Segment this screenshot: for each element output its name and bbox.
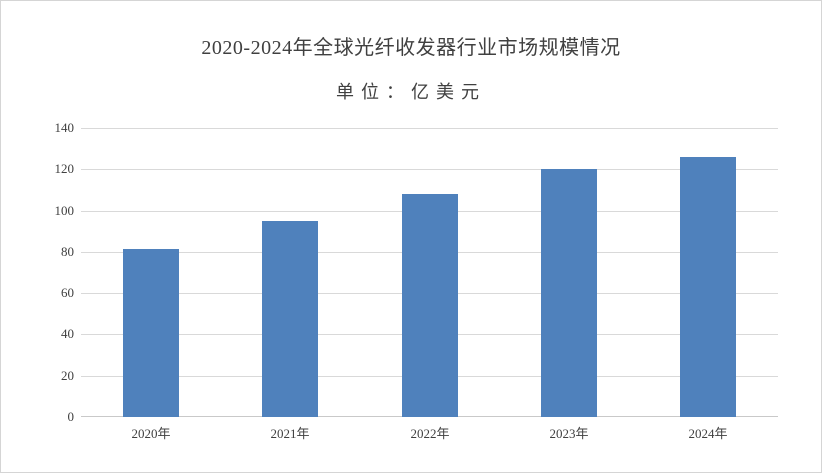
x-tick-label-2023年: 2023年 (549, 426, 589, 441)
bar-2020年 (123, 249, 179, 417)
x-tick-label-2020年: 2020年 (131, 426, 171, 441)
y-tick-label-60: 60 (61, 285, 74, 300)
y-tick-label-120: 120 (54, 161, 75, 176)
x-tick-label-2022年: 2022年 (410, 426, 450, 441)
y-tick-label-80: 80 (61, 244, 74, 259)
y-tick-label-20: 20 (61, 368, 74, 383)
y-tick-label-100: 100 (54, 203, 75, 218)
y-tick-label-140: 140 (54, 120, 75, 135)
bar-2023年 (541, 169, 597, 417)
gridline-140 (81, 128, 778, 129)
x-tick-label-2021年: 2021年 (270, 426, 310, 441)
bar-2024年 (680, 157, 736, 417)
y-tick-label-40: 40 (61, 326, 74, 341)
y-tick-label-0: 0 (67, 409, 75, 424)
x-tick-label-2024年: 2024年 (688, 426, 728, 441)
gridline-120 (81, 169, 778, 170)
chart-title: 2020-2024年全球光纤收发器行业市场规模情况 (201, 37, 621, 59)
bar-2021年 (262, 221, 318, 417)
plot-area (81, 128, 778, 417)
bar-2022年 (402, 194, 458, 417)
chart-unit-subtitle: 单位：亿美元 (336, 82, 486, 102)
